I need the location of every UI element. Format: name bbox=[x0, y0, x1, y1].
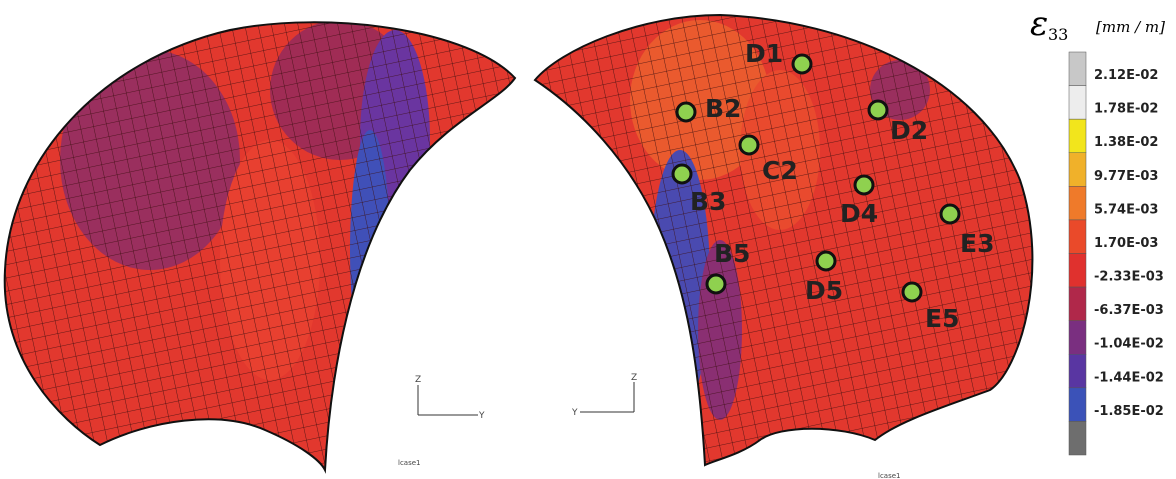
level-label: -1.44E-02 bbox=[1094, 370, 1164, 385]
colorbar-band bbox=[1069, 153, 1086, 187]
level-label: 5.74E-03 bbox=[1094, 202, 1158, 217]
legend-symbol: ε bbox=[1030, 4, 1048, 44]
page: Z Y lcase1 Z Y lcase1 D1B2 D2 C2 B3 D4 E3 B5 D5… bbox=[0, 0, 1176, 479]
sensor-point bbox=[673, 165, 691, 183]
level-label: -2.33E-03 bbox=[1094, 270, 1164, 285]
level-label: -1.85E-02 bbox=[1094, 404, 1164, 419]
colorbar-band bbox=[1069, 254, 1086, 288]
left-shell bbox=[0, 0, 530, 479]
point-label: E3 bbox=[960, 229, 994, 258]
legend-unit: [mm / m] bbox=[1096, 18, 1165, 36]
point-label: B3 bbox=[690, 187, 726, 216]
sensor-point bbox=[677, 103, 695, 121]
triad-left bbox=[418, 385, 478, 415]
colorbar-band bbox=[1069, 421, 1086, 455]
level-label: 1.38E-02 bbox=[1094, 135, 1158, 150]
sensor-point bbox=[707, 275, 725, 293]
colorbar: 2.12E-02 1.78E-02 1.38E-02 9.77E-03 5.74E-03… bbox=[1069, 52, 1164, 455]
sensor-point bbox=[869, 101, 887, 119]
level-label: 1.70E-03 bbox=[1094, 236, 1158, 251]
point-label: B2 bbox=[705, 94, 741, 123]
point-label: D1 bbox=[745, 39, 783, 68]
point-label: D4 bbox=[840, 199, 878, 228]
axis-label: Z bbox=[415, 375, 421, 385]
colorbar-band bbox=[1069, 186, 1086, 220]
sensor-point bbox=[903, 283, 921, 301]
level-label: -6.37E-03 bbox=[1094, 303, 1164, 318]
colorbar-band bbox=[1069, 388, 1086, 422]
caption: lcase1 bbox=[398, 459, 421, 467]
point-label: C2 bbox=[762, 156, 798, 185]
point-label: D5 bbox=[805, 276, 843, 305]
sensor-point bbox=[855, 176, 873, 194]
sensor-point bbox=[740, 136, 758, 154]
colorbar-band bbox=[1069, 52, 1086, 86]
point-label: B5 bbox=[714, 239, 750, 268]
figure: Z Y lcase1 Z Y lcase1 D1B2 D2 C2 B3 D4 E3 B5 D5… bbox=[0, 0, 1176, 479]
level-label: 9.77E-03 bbox=[1094, 169, 1158, 184]
colorbar-band bbox=[1069, 220, 1086, 254]
legend-subscript: 33 bbox=[1048, 25, 1068, 44]
sensor-point bbox=[817, 252, 835, 270]
colorbar-band bbox=[1069, 86, 1086, 120]
sensor-point bbox=[941, 205, 959, 223]
axis-label: Y bbox=[571, 408, 578, 418]
point-label: E5 bbox=[925, 304, 959, 333]
sensor-point bbox=[793, 55, 811, 73]
point-label: D2 bbox=[890, 116, 928, 145]
colorbar-band bbox=[1069, 287, 1086, 321]
level-label: 2.12E-02 bbox=[1094, 68, 1158, 83]
triad-right bbox=[580, 382, 634, 412]
axis-label: Z bbox=[631, 373, 637, 383]
caption: lcase1 bbox=[878, 472, 901, 479]
colorbar-band bbox=[1069, 354, 1086, 388]
colorbar-band bbox=[1069, 321, 1086, 355]
level-label: -1.04E-02 bbox=[1094, 337, 1164, 352]
level-label: 1.78E-02 bbox=[1094, 102, 1158, 117]
axis-label: Y bbox=[478, 411, 485, 421]
colorbar-band bbox=[1069, 119, 1086, 153]
